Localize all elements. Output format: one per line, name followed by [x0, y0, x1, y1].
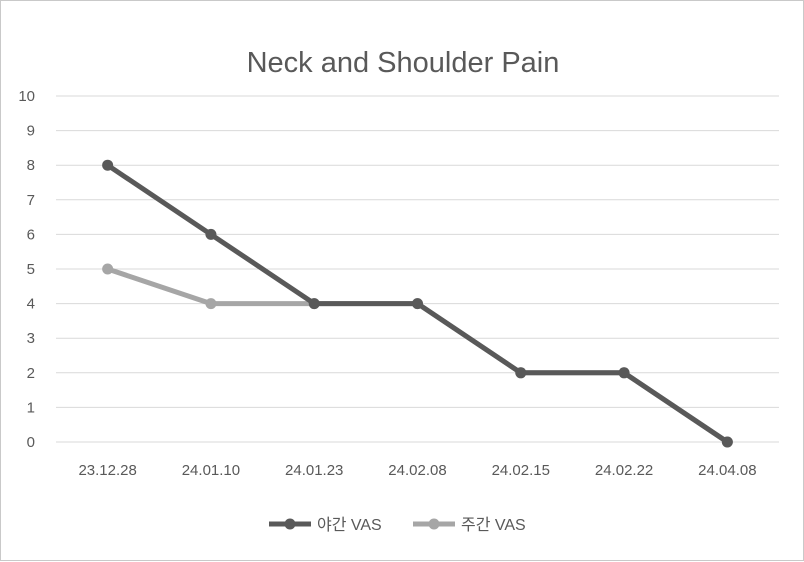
data-point-series-0 — [308, 298, 320, 310]
data-point-series-1 — [205, 298, 217, 310]
series-lines — [102, 159, 733, 448]
data-point-series-1 — [102, 263, 114, 275]
data-point-series-0 — [412, 298, 423, 310]
data-point-series-0 — [515, 367, 527, 379]
legend-swatch-marker-1 — [428, 518, 440, 530]
chart-title: Neck and Shoulder Pain — [247, 47, 560, 79]
y-axis-ticks: 0 1 2 3 4 5 6 7 8 9 10 — [18, 88, 35, 451]
series-line-1 — [105, 266, 730, 445]
x-tick-label: 24.01.23 — [285, 462, 343, 479]
legend-swatch-marker-0 — [284, 518, 296, 530]
x-tick-label: 24.02.22 — [595, 462, 653, 479]
x-tick-label: 24.04.08 — [698, 462, 756, 479]
y-tick-label: 9 — [27, 123, 35, 140]
y-tick-label: 8 — [27, 157, 35, 174]
data-point-series-0 — [618, 367, 630, 379]
x-tick-label: 24.02.08 — [388, 462, 446, 479]
legend-label-1: 주간 VAS — [461, 516, 526, 534]
y-tick-label: 3 — [27, 330, 35, 347]
x-axis-ticks: 23.12.28 24.01.10 24.01.23 24.02.08 24.02.15… — [78, 462, 756, 479]
y-tick-label: 10 — [18, 88, 35, 105]
x-tick-label: 24.01.10 — [182, 462, 240, 479]
legend-label-0: 야간 VAS — [317, 516, 382, 534]
y-tick-label: 0 — [27, 434, 35, 451]
x-tick-label: 23.12.28 — [78, 462, 136, 479]
legend: 야간 VAS 주간 VAS — [269, 516, 526, 534]
data-point-series-0 — [205, 228, 217, 240]
y-tick-label: 7 — [27, 192, 35, 209]
data-point-series-0 — [102, 159, 114, 171]
x-tick-label: 24.02.15 — [492, 462, 550, 479]
gridlines — [56, 95, 779, 443]
y-tick-label: 1 — [27, 399, 35, 416]
y-tick-label: 2 — [27, 365, 35, 382]
y-tick-label: 6 — [27, 226, 35, 243]
data-point-series-0 — [721, 436, 733, 448]
y-tick-label: 5 — [27, 261, 35, 278]
y-tick-label: 4 — [27, 296, 35, 313]
